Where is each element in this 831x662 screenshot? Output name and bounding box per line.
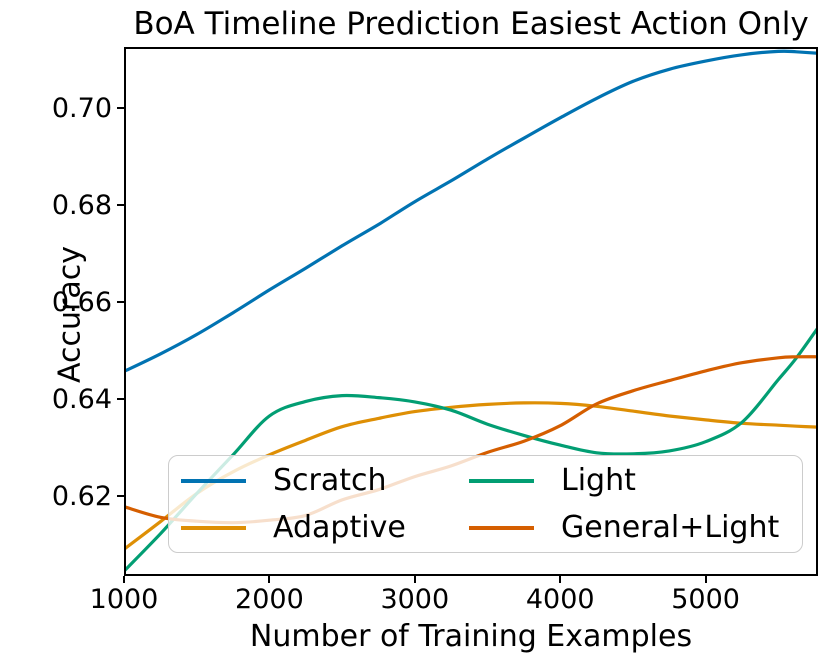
legend-swatch-general-light bbox=[469, 526, 534, 530]
y-tick-mark bbox=[117, 204, 124, 207]
x-tick-mark bbox=[704, 576, 707, 583]
legend-item-general-light: General+Light bbox=[469, 506, 779, 550]
legend-swatch-scratch bbox=[181, 479, 246, 483]
y-tick-mark bbox=[117, 301, 124, 304]
legend-item-scratch: Scratch bbox=[181, 459, 387, 503]
x-tick-label: 5000 bbox=[671, 584, 740, 615]
x-axis-label: Number of Training Examples bbox=[249, 619, 693, 654]
x-tick-mark bbox=[268, 576, 271, 583]
legend-swatch-adaptive bbox=[181, 526, 246, 530]
legend-item-light: Light bbox=[469, 459, 636, 503]
x-tick-label: 4000 bbox=[525, 584, 595, 615]
y-tick-mark bbox=[117, 398, 124, 401]
x-tick-label: 2000 bbox=[235, 584, 304, 615]
y-tick-mark bbox=[117, 494, 124, 497]
series-line-scratch bbox=[124, 49, 818, 373]
x-tick-mark bbox=[123, 576, 125, 583]
legend-item-adaptive: Adaptive bbox=[181, 506, 406, 550]
y-tick-label: 0.68 bbox=[51, 190, 112, 222]
x-tick-label: 1000 bbox=[89, 584, 159, 615]
legend-label: Adaptive bbox=[273, 510, 406, 545]
y-tick-label: 0.64 bbox=[51, 384, 112, 416]
axes-spines bbox=[124, 47, 818, 576]
x-tick-mark bbox=[413, 576, 416, 583]
y-tick-mark bbox=[117, 107, 124, 110]
legend-label: Light bbox=[561, 463, 636, 498]
chart-title: BoA Timeline Prediction Easiest Action O… bbox=[133, 6, 809, 42]
plot-area: Scratch Light Adaptive General+Light bbox=[124, 47, 818, 576]
x-tick-label: 3000 bbox=[380, 584, 450, 615]
legend-swatch-light bbox=[469, 479, 534, 483]
legend-label: Scratch bbox=[273, 463, 387, 498]
series-line-light bbox=[124, 325, 818, 573]
legend-label: General+Light bbox=[561, 510, 780, 545]
y-tick-label: 0.62 bbox=[51, 480, 112, 512]
legend: Scratch Light Adaptive General+Light bbox=[168, 455, 803, 553]
y-tick-label: 0.66 bbox=[51, 287, 112, 319]
x-tick-mark bbox=[559, 576, 562, 583]
y-tick-label: 0.70 bbox=[51, 93, 112, 125]
